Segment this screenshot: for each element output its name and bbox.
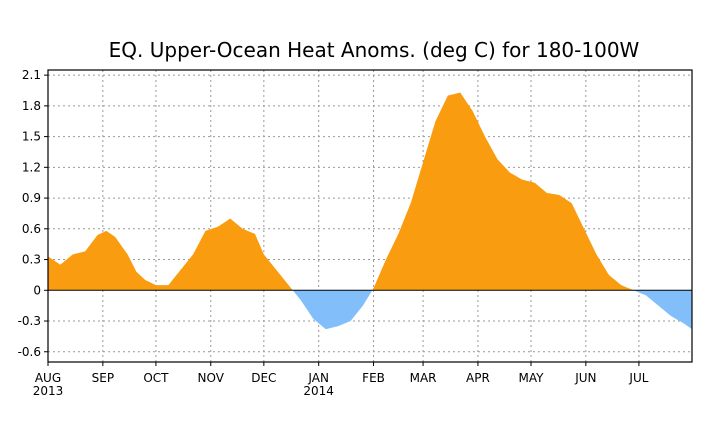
x-tick-label: AUG (35, 371, 61, 385)
x-tick-label: SEP (92, 371, 114, 385)
x-tick-label: DEC (251, 371, 276, 385)
y-tick-label: 1.5 (22, 130, 41, 144)
y-tick-label: -0.6 (18, 345, 41, 359)
x-tick-label: JAN (307, 371, 329, 385)
x-tick-label: JUN (574, 371, 596, 385)
y-tick-label: 1.2 (22, 160, 41, 174)
negative-anomaly-area (48, 290, 692, 330)
y-tick-label: 0.3 (22, 253, 41, 267)
x-tick-label: MAR (410, 371, 437, 385)
y-tick-label: 1.8 (22, 99, 41, 113)
grid (48, 70, 692, 362)
x-tick-year-label: 2014 (303, 384, 334, 398)
x-tick-label: JUL (628, 371, 648, 385)
x-tick-label: APR (466, 371, 490, 385)
area-series (48, 92, 692, 330)
x-tick-label: MAY (519, 371, 545, 385)
y-axis: 2.1 1.8 1.5 1.2 0.9 0.6 0.3 0 -0.3 -0.6 (18, 68, 48, 359)
x-tick-year-label: 2013 (33, 384, 64, 398)
plot-frame (47, 69, 693, 363)
y-tick-label: -0.3 (18, 314, 41, 328)
positive-anomaly-area (48, 92, 692, 291)
x-tick-label: OCT (143, 371, 169, 385)
y-tick-label: 0.6 (22, 222, 41, 236)
x-tick-label: FEB (362, 371, 385, 385)
y-tick-label: 0 (33, 283, 41, 297)
chart-title: EQ. Upper-Ocean Heat Anoms. (deg C) for … (109, 38, 640, 62)
x-tick-label: NOV (198, 371, 225, 385)
axes (47, 69, 693, 363)
y-tick-label: 0.9 (22, 191, 41, 205)
y-tick-label: 2.1 (22, 68, 41, 82)
